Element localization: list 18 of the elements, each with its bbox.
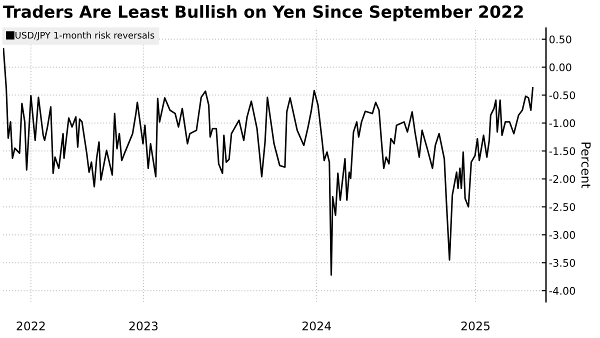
y-axis-title: Percent bbox=[581, 142, 591, 188]
y-tick-label: -1.00 bbox=[549, 119, 576, 128]
y-tick-label: -2.50 bbox=[549, 203, 576, 211]
y-tick-label: -0.50 bbox=[549, 91, 576, 100]
y-tick-label: -4.00 bbox=[549, 286, 576, 295]
line-series bbox=[3, 48, 534, 276]
y-tick-label: -3.50 bbox=[549, 258, 576, 267]
x-tick-label: 2023 bbox=[129, 321, 158, 330]
x-tick-label: 2024 bbox=[302, 321, 331, 330]
x-tick-label: 2025 bbox=[461, 321, 490, 330]
y-tick-label: -3.00 bbox=[549, 231, 576, 239]
y-tick-label: 0.50 bbox=[549, 35, 572, 44]
legend-label: USD/JPY 1-month risk reversals bbox=[16, 32, 154, 40]
y-tick-label: -1.50 bbox=[549, 147, 576, 156]
x-tick-label: 2022 bbox=[16, 321, 45, 330]
y-tick-label: -2.00 bbox=[549, 175, 576, 184]
chart-title: Traders Are Least Bullish on Yen Since September 2022 bbox=[3, 5, 523, 22]
y-tick-label: 0.00 bbox=[549, 63, 572, 72]
